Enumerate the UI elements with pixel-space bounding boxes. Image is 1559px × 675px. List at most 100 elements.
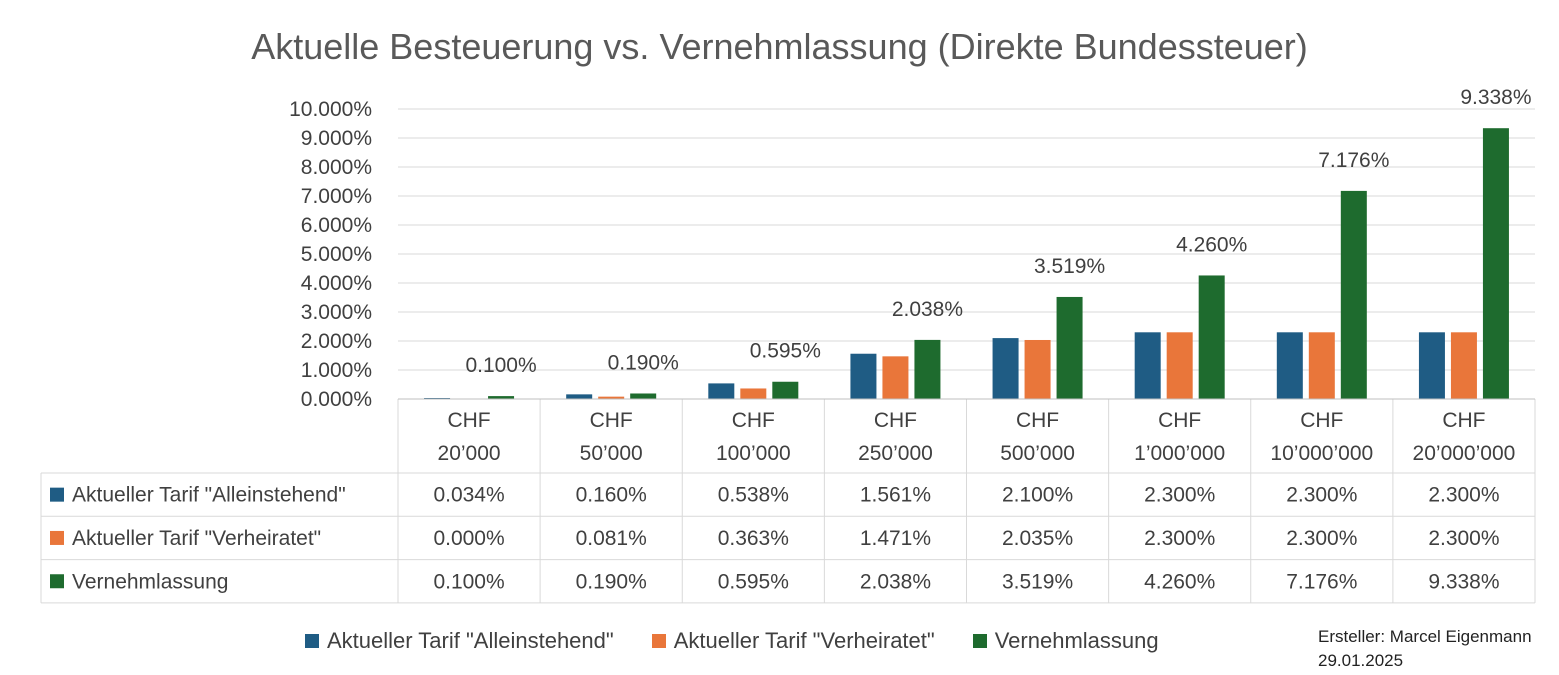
y-tick-label: 9.000% [301,127,372,150]
legend-swatch [651,634,666,648]
bar [1276,332,1303,399]
category-label: 20’000 [438,442,501,465]
data-label: 9.338% [1460,86,1531,109]
author-note: Ersteller: Marcel Eigenmann 29.01.2025 [1318,625,1532,673]
table-cell: 0.081% [576,527,647,550]
bar [1024,339,1051,399]
y-tick-label: 7.000% [301,185,372,208]
bar [488,396,515,399]
table-cell: 7.176% [1286,570,1357,593]
table-cell: 9.338% [1428,570,1499,593]
category-label: CHF [874,409,917,432]
y-tick-label: 2.000% [301,330,372,353]
data-label: 4.260% [1176,233,1247,256]
category-label: 100’000 [716,442,791,465]
data-label: 3.519% [1034,255,1105,278]
category-label: 50’000 [580,442,643,465]
table-cell: 4.260% [1144,570,1215,593]
bar [1418,332,1445,399]
table-legend-key [50,574,64,589]
legend-item: Vernehmlassung [972,628,1159,654]
data-label: 2.038% [892,298,963,321]
y-tick-label: 5.000% [301,243,372,266]
table-cell: 2.300% [1286,484,1357,507]
y-tick-label: 4.000% [301,272,372,295]
y-tick-label: 3.000% [301,301,372,324]
y-tick-label: 8.000% [301,156,372,179]
table-cell: 0.538% [718,484,789,507]
table-cell: 0.190% [576,570,647,593]
category-label: CHF [1442,409,1485,432]
author-name: Ersteller: Marcel Eigenmann [1318,627,1532,646]
legend-label: Vernehmlassung [994,628,1159,653]
table-cell: 2.300% [1428,484,1499,507]
data-label: 7.176% [1318,149,1389,172]
category-label: 20’000’000 [1413,442,1516,465]
legend-label: Aktueller Tarif "Verheiratet" [673,628,935,653]
y-tick-label: 6.000% [301,214,372,237]
y-tick-label: 0.000% [301,388,372,411]
category-label: 1’000’000 [1134,442,1225,465]
y-tick-label: 1.000% [301,359,372,382]
table-cell: 2.300% [1286,527,1357,550]
data-label: 0.595% [750,340,821,363]
table-cell: 0.160% [576,484,647,507]
table-row-label: Aktueller Tarif "Verheiratet" [72,527,321,550]
legend: Aktueller Tarif "Alleinstehend" Aktueller… [305,628,1159,654]
bar [914,339,941,399]
table-cell: 2.300% [1144,527,1215,550]
category-label: CHF [447,409,490,432]
table-cell: 0.595% [718,570,789,593]
table-cell: 0.100% [433,570,504,593]
category-label: CHF [732,409,775,432]
bar [566,394,593,399]
bar [708,383,735,399]
table-row-label: Vernehmlassung [72,570,228,593]
data-label: 0.190% [608,351,679,374]
bar [740,388,767,399]
category-label: 500’000 [1000,442,1075,465]
author-date: 29.01.2025 [1318,651,1404,670]
legend-item: Aktueller Tarif "Alleinstehend" [305,628,614,654]
table-cell: 0.363% [718,527,789,550]
category-label: CHF [1158,409,1201,432]
bar [992,338,1019,399]
table-cell: 2.300% [1144,484,1215,507]
category-label: 250’000 [858,442,933,465]
table-cell: 2.100% [1002,484,1073,507]
table-cell: 2.300% [1428,527,1499,550]
table-cell: 2.038% [860,570,931,593]
table-cell: 3.519% [1002,570,1073,593]
bar [1482,128,1509,399]
table-cell: 0.000% [433,527,504,550]
bar [850,353,877,399]
category-label: CHF [590,409,633,432]
category-label: CHF [1300,409,1343,432]
bar [1166,332,1193,399]
legend-swatch [305,634,319,648]
table-cell: 2.035% [1002,527,1073,550]
category-label: 10’000’000 [1270,442,1373,465]
legend-label: Aktueller Tarif "Alleinstehend" [327,628,614,653]
table-row-label: Aktueller Tarif "Alleinstehend" [72,484,346,507]
table-legend-key [50,487,64,502]
bar [1134,332,1161,399]
chart-title: Aktuelle Besteuerung vs. Vernehmlassung … [251,26,1308,67]
bar [772,381,799,399]
category-label: CHF [1016,409,1059,432]
bar [598,396,625,399]
table-cell: 1.471% [860,527,931,550]
bar [882,356,909,399]
bar [1308,332,1335,399]
table-cell: 1.561% [860,484,931,507]
bar [1450,332,1477,399]
bar [1340,190,1367,399]
bar [1056,296,1083,399]
legend-item: Aktueller Tarif "Verheiratet" [651,628,935,654]
table-legend-key [50,530,64,545]
bar [630,393,657,399]
legend-swatch [972,634,987,648]
y-tick-label: 10.000% [289,98,372,121]
table-cell: 0.034% [433,484,504,507]
